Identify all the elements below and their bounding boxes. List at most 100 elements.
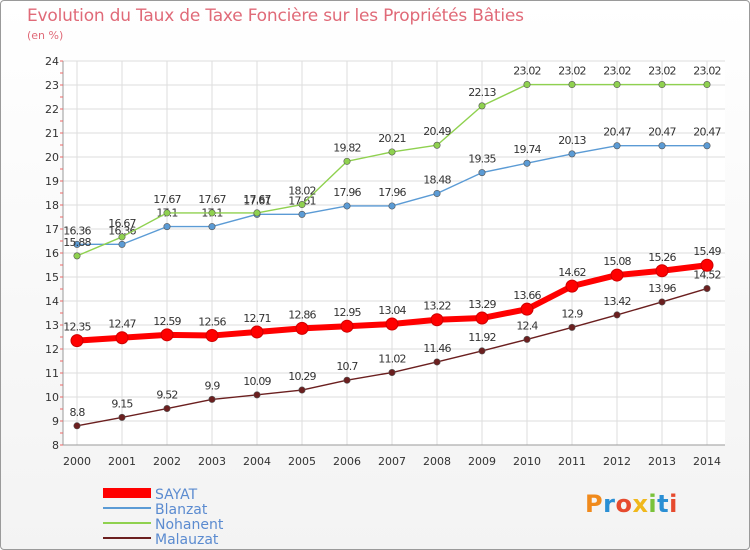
point-malauzat [478,347,486,355]
point-nohanent [208,209,216,217]
proxiti-logo: Proxiti [585,490,678,518]
x-tick-label: 2000 [63,455,91,468]
point-sayat [160,328,174,342]
data-label-malauzat: 11.02 [378,353,406,366]
logo-letter: r [603,490,616,518]
data-label-nohanent: 20.21 [378,132,406,145]
data-label-sayat: 12.59 [153,315,181,328]
point-sayat [205,329,219,343]
point-sayat [430,313,444,327]
point-blanzat [388,202,396,210]
chart-title: Evolution du Taux de Taxe Foncière sur l… [27,6,524,26]
data-label-malauzat: 10.29 [288,370,316,383]
point-nohanent [118,233,126,241]
data-label-sayat: 13.66 [513,289,541,302]
point-nohanent [433,141,441,149]
data-label-blanzat: 17.96 [378,186,406,199]
data-label-blanzat: 19.35 [468,153,496,166]
data-label-nohanent: 17.67 [153,193,181,206]
logo-letter: o [615,490,633,518]
point-sayat [475,311,489,325]
data-label-malauzat: 8.8 [69,406,85,419]
point-blanzat [523,159,531,167]
y-tick-label: 10 [45,391,59,404]
data-label-nohanent: 16.67 [108,217,136,230]
y-tick-label: 13 [45,319,59,332]
point-malauzat [703,285,711,293]
data-label-sayat: 13.29 [468,298,496,311]
data-label-nohanent: 23.02 [603,65,631,78]
data-label-nohanent: 18.02 [288,185,316,198]
point-sayat [70,334,84,348]
point-malauzat [613,311,621,319]
data-label-blanzat: 16.36 [108,224,136,237]
x-tick-label: 2013 [648,455,676,468]
point-nohanent [568,81,576,89]
point-nohanent [523,81,531,89]
point-sayat [250,325,264,339]
data-label-malauzat: 11.92 [468,331,496,344]
point-blanzat [343,202,351,210]
data-label-nohanent: 23.02 [648,65,676,78]
point-nohanent [163,209,171,217]
y-tick-label: 24 [45,55,59,68]
y-tick-label: 23 [45,79,59,92]
data-label-blanzat: 17.96 [333,186,361,199]
point-sayat [115,331,129,345]
data-label-blanzat: 20.13 [558,134,586,147]
data-label-malauzat: 10.09 [243,375,271,388]
data-label-nohanent: 23.02 [693,65,721,78]
data-label-sayat: 12.56 [198,316,226,329]
point-malauzat [253,391,261,399]
y-tick-label: 8 [52,439,59,452]
point-blanzat [478,169,486,177]
point-nohanent [658,81,666,89]
data-label-sayat: 15.08 [603,255,631,268]
data-label-blanzat: 18.48 [423,173,451,186]
y-tick-label: 18 [45,199,59,212]
data-label-malauzat: 9.9 [204,379,220,392]
point-malauzat [658,298,666,306]
point-sayat [610,268,624,282]
point-sayat [340,319,354,333]
data-label-nohanent: 17.67 [198,193,226,206]
data-label-nohanent: 17.67 [243,193,271,206]
y-tick-label: 17 [45,223,59,236]
data-label-blanzat: 20.47 [603,126,631,139]
data-label-nohanent: 19.82 [333,141,361,154]
point-sayat [385,317,399,331]
y-tick-label: 19 [45,175,59,188]
point-malauzat [523,335,531,343]
data-label-malauzat: 9.52 [156,389,177,402]
legend-label-malauzat: Malauzat [155,532,219,548]
data-label-blanzat: 19.74 [513,143,541,156]
point-nohanent [298,201,306,209]
data-label-sayat: 12.47 [108,318,136,331]
data-label-malauzat: 12.9 [561,307,583,320]
y-tick-label: 21 [45,127,59,140]
point-malauzat [73,422,81,430]
data-label-blanzat: 20.47 [693,126,721,139]
point-blanzat [73,240,81,248]
data-label-sayat: 14.62 [558,266,586,279]
point-malauzat [298,386,306,394]
data-label-malauzat: 11.46 [423,342,451,355]
point-blanzat [118,240,126,248]
point-sayat [520,302,534,316]
data-label-sayat: 12.95 [333,306,361,319]
point-malauzat [343,376,351,384]
point-malauzat [433,358,441,366]
point-malauzat [118,413,126,421]
x-tick-label: 2010 [513,455,541,468]
point-nohanent [388,148,396,156]
unit-label: (en %) [27,29,64,42]
point-nohanent [703,81,711,89]
logo-letter: t [657,490,670,518]
data-label-sayat: 13.04 [378,304,406,317]
data-label-malauzat: 9.15 [111,397,133,410]
point-sayat [700,258,714,272]
data-label-sayat: 12.86 [288,308,316,321]
data-label-malauzat: 14.52 [693,269,721,282]
